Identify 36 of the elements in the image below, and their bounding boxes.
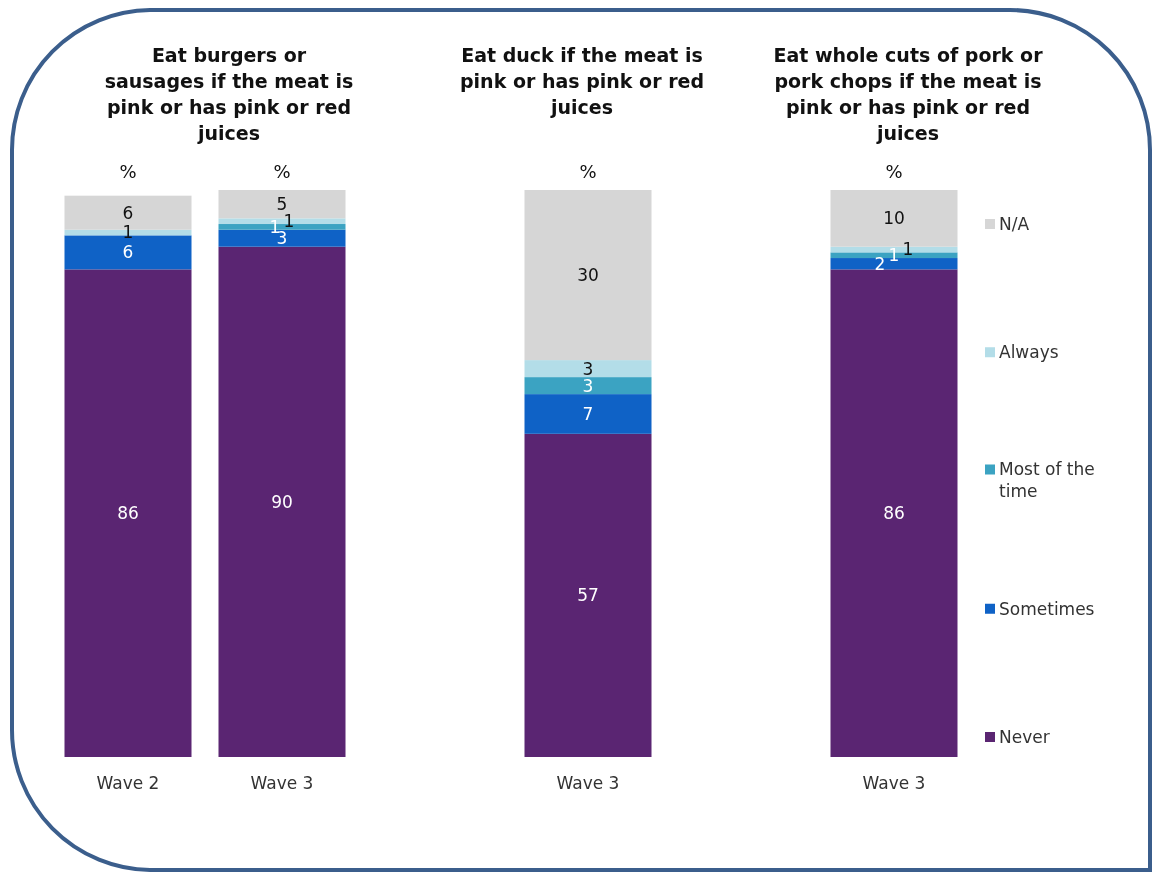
chart-title: Eat whole cuts of pork or pork chops if the meat is pink or has pink or red juices (773, 44, 1044, 144)
bar (524, 394, 652, 434)
bar (524, 377, 652, 395)
x-tick-label: Wave 3 (862, 773, 926, 793)
legend-label: Never (999, 726, 1050, 747)
text: % (579, 161, 597, 182)
data-label: 3 (276, 228, 288, 249)
bar (830, 269, 958, 757)
data-label: 30 (577, 265, 599, 285)
data-label: 90 (271, 491, 293, 512)
data-label: 86 (117, 503, 139, 524)
legend-label: Most of the time (999, 459, 1095, 502)
legend-label: N/A (999, 213, 1030, 234)
legend-label: Sometimes (999, 598, 1095, 619)
x-tick-label: Wave 3 (556, 773, 620, 793)
chart-title: Eat burgers or sausages if the meat is pink or has pink or red juices (104, 44, 354, 144)
data-label: 6 (122, 202, 134, 223)
x-tick-label: Wave 2 (96, 773, 160, 793)
text: % (885, 161, 903, 182)
data-label: 7 (582, 403, 594, 424)
text: % (119, 161, 137, 182)
data-label: 86 (883, 503, 905, 524)
data-label: 2 (874, 253, 886, 274)
x-tick-label: Wave 3 (250, 773, 314, 793)
data-label: 10 (883, 208, 905, 229)
data-label: 5 (276, 194, 288, 215)
bar (218, 246, 346, 757)
bar (524, 433, 652, 757)
chart-title: Eat duck if the meat is pink or has pink or red juices (460, 44, 704, 118)
text: % (273, 161, 291, 182)
bar (64, 269, 192, 757)
bar (524, 360, 652, 378)
data-label: 57 (577, 585, 599, 606)
data-label: 6 (122, 242, 134, 263)
legend-label: Always (999, 342, 1059, 363)
bar (524, 190, 652, 361)
